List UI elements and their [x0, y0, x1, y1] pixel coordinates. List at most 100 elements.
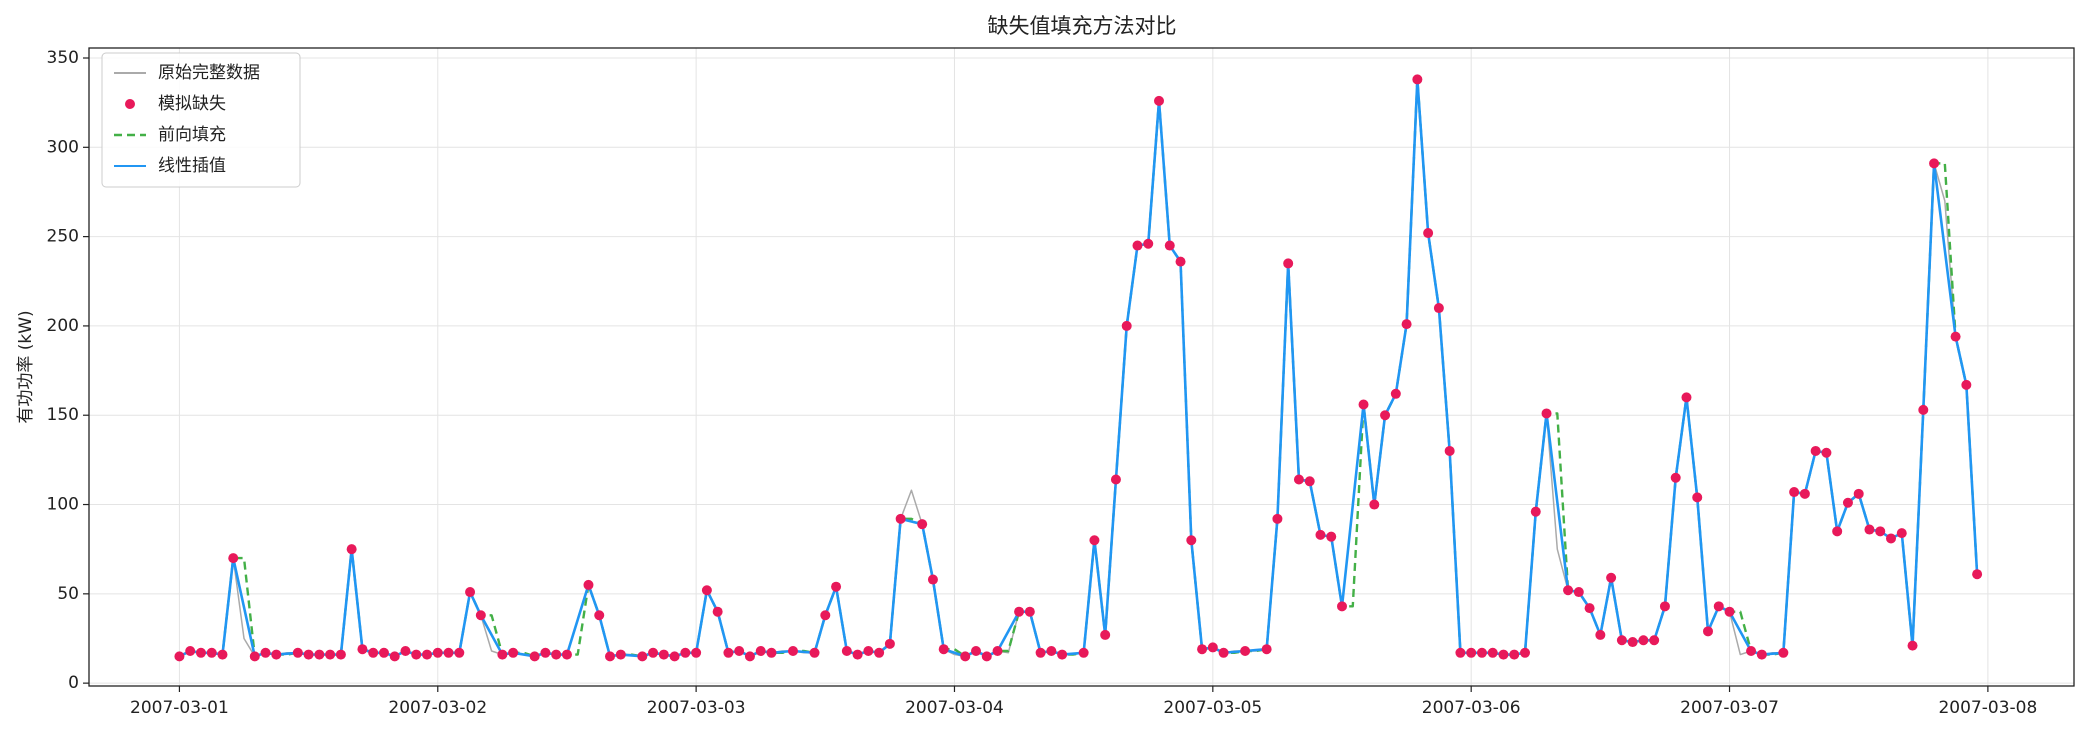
- missing-marker: [1713, 601, 1724, 612]
- missing-marker: [917, 519, 928, 530]
- missing-marker: [185, 645, 196, 656]
- missing-marker: [766, 647, 777, 658]
- missing-marker: [1842, 497, 1853, 508]
- missing-marker: [1789, 487, 1800, 498]
- missing-marker: [1401, 319, 1412, 330]
- missing-marker: [1293, 474, 1304, 485]
- missing-marker: [992, 645, 1003, 656]
- missing-marker: [1197, 644, 1208, 655]
- missing-marker: [1799, 488, 1810, 499]
- missing-marker: [1455, 647, 1466, 658]
- missing-marker: [1261, 644, 1272, 655]
- missing-marker: [1433, 303, 1444, 314]
- missing-marker: [1476, 647, 1487, 658]
- missing-marker: [1520, 647, 1531, 658]
- missing-marker: [809, 647, 820, 658]
- missing-marker: [895, 513, 906, 524]
- missing-marker: [249, 651, 260, 662]
- legend-label: 线性插值: [158, 156, 226, 176]
- missing-marker: [1487, 647, 1498, 658]
- legend-label: 前向填充: [158, 125, 226, 145]
- missing-marker: [1670, 472, 1681, 483]
- missing-marker: [206, 647, 217, 658]
- y-tick-label: 150: [47, 405, 79, 425]
- missing-marker: [1724, 606, 1735, 617]
- missing-marker: [1175, 256, 1186, 267]
- missing-marker: [1616, 635, 1627, 646]
- missing-marker: [1929, 158, 1940, 169]
- x-tick-label: 2007-03-05: [1163, 698, 1262, 718]
- series-line: [179, 78, 1978, 658]
- x-tick-label: 2007-03-04: [905, 698, 1004, 718]
- missing-marker: [1218, 647, 1229, 658]
- x-tick-label: 2007-03-08: [1938, 698, 2037, 718]
- missing-marker: [1423, 228, 1434, 239]
- y-tick-label: 350: [47, 48, 79, 68]
- missing-marker: [658, 649, 669, 660]
- y-tick-label: 300: [47, 137, 79, 157]
- missing-marker: [605, 651, 616, 662]
- missing-marker: [432, 647, 443, 658]
- missing-marker: [174, 651, 185, 662]
- missing-marker: [368, 647, 379, 658]
- missing-marker: [831, 581, 842, 592]
- missing-marker: [637, 651, 648, 662]
- missing-marker: [938, 644, 949, 655]
- missing-marker: [1046, 645, 1057, 656]
- missing-marker: [561, 649, 572, 660]
- missing-marker: [594, 610, 605, 621]
- x-tick-label: 2007-03-03: [647, 698, 746, 718]
- x-tick-label: 2007-03-01: [130, 698, 229, 718]
- y-tick-label: 200: [47, 316, 79, 336]
- missing-marker: [1390, 388, 1401, 399]
- missing-marker: [1207, 642, 1218, 653]
- missing-marker: [841, 645, 852, 656]
- missing-marker: [1100, 629, 1111, 640]
- y-axis-label: 有功功率 (kW): [16, 310, 36, 423]
- missing-marker: [400, 645, 411, 656]
- missing-marker: [1078, 647, 1089, 658]
- missing-marker: [314, 649, 325, 660]
- chart-title: 缺失值填充方法对比: [988, 14, 1177, 38]
- missing-marker: [744, 651, 755, 662]
- missing-marker: [1498, 649, 1509, 660]
- missing-marker: [1703, 626, 1714, 637]
- missing-marker: [346, 544, 357, 555]
- missing-marker: [884, 638, 895, 649]
- missing-marker: [1886, 533, 1897, 544]
- missing-marker: [1810, 445, 1821, 456]
- missing-marker: [1304, 476, 1315, 487]
- missing-marker: [615, 649, 626, 660]
- missing-marker: [852, 649, 863, 660]
- missing-marker: [1530, 506, 1541, 517]
- missing-marker: [422, 649, 433, 660]
- series-line: [178, 78, 1979, 658]
- missing-marker: [260, 647, 271, 658]
- missing-marker: [874, 647, 885, 658]
- missing-marker: [1972, 569, 1983, 580]
- missing-marker: [1014, 606, 1025, 617]
- missing-marker: [1950, 331, 1961, 342]
- missing-marker: [927, 574, 938, 585]
- x-tick-label: 2007-03-06: [1422, 698, 1521, 718]
- missing-marker: [1756, 649, 1767, 660]
- missing-marker: [971, 645, 982, 656]
- missing-marker: [1875, 526, 1886, 537]
- missing-marker: [1961, 379, 1972, 390]
- missing-marker: [820, 610, 831, 621]
- missing-marker: [389, 651, 400, 662]
- missing-marker: [1918, 404, 1929, 415]
- legend-marker: [125, 99, 135, 109]
- missing-marker: [1638, 635, 1649, 646]
- missing-marker: [1186, 535, 1197, 546]
- missing-marker: [669, 651, 680, 662]
- missing-marker: [497, 649, 508, 660]
- missing-marker: [1326, 531, 1337, 542]
- missing-marker: [1541, 408, 1552, 419]
- missing-marker: [960, 651, 971, 662]
- missing-marker: [1821, 447, 1832, 458]
- missing-marker: [788, 645, 799, 656]
- missing-marker: [1035, 647, 1046, 658]
